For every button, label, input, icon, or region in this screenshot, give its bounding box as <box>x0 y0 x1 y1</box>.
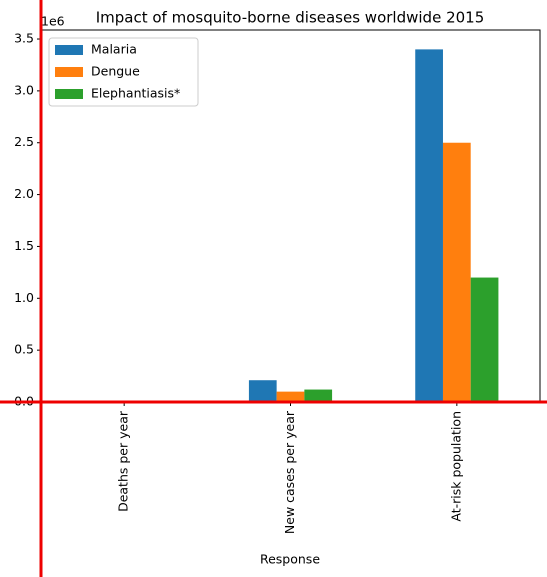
y-offset-label: 1e6 <box>41 14 65 29</box>
legend-label: Elephantiasis* <box>91 86 180 101</box>
legend-swatch <box>55 45 83 55</box>
legend-label: Dengue <box>91 64 140 79</box>
bar <box>470 277 499 402</box>
legend-label: Malaria <box>91 42 137 57</box>
bar <box>415 49 443 402</box>
bar <box>276 391 305 402</box>
x-tick-label: At-risk population <box>448 411 463 522</box>
chart-title: Impact of mosquito-borne diseases worldw… <box>96 9 485 27</box>
y-tick-label: 3.0 <box>14 82 34 97</box>
y-tick-label: 1.0 <box>14 290 34 305</box>
y-tick-label: 2.5 <box>14 134 34 149</box>
x-tick-label: Deaths per year <box>116 410 131 512</box>
y-tick-label: 0.5 <box>14 342 34 357</box>
x-tick-label: New cases per year <box>282 410 297 534</box>
bar <box>442 142 471 402</box>
y-tick-label: 2.0 <box>14 186 34 201</box>
legend-swatch <box>55 67 83 77</box>
legend-box <box>48 37 199 107</box>
bar <box>248 380 277 402</box>
y-tick-label: 3.5 <box>14 31 34 46</box>
legend-swatch <box>55 89 83 99</box>
x-axis-label: Response <box>260 552 320 567</box>
y-tick-label: 1.5 <box>14 238 34 253</box>
bar <box>304 389 333 402</box>
